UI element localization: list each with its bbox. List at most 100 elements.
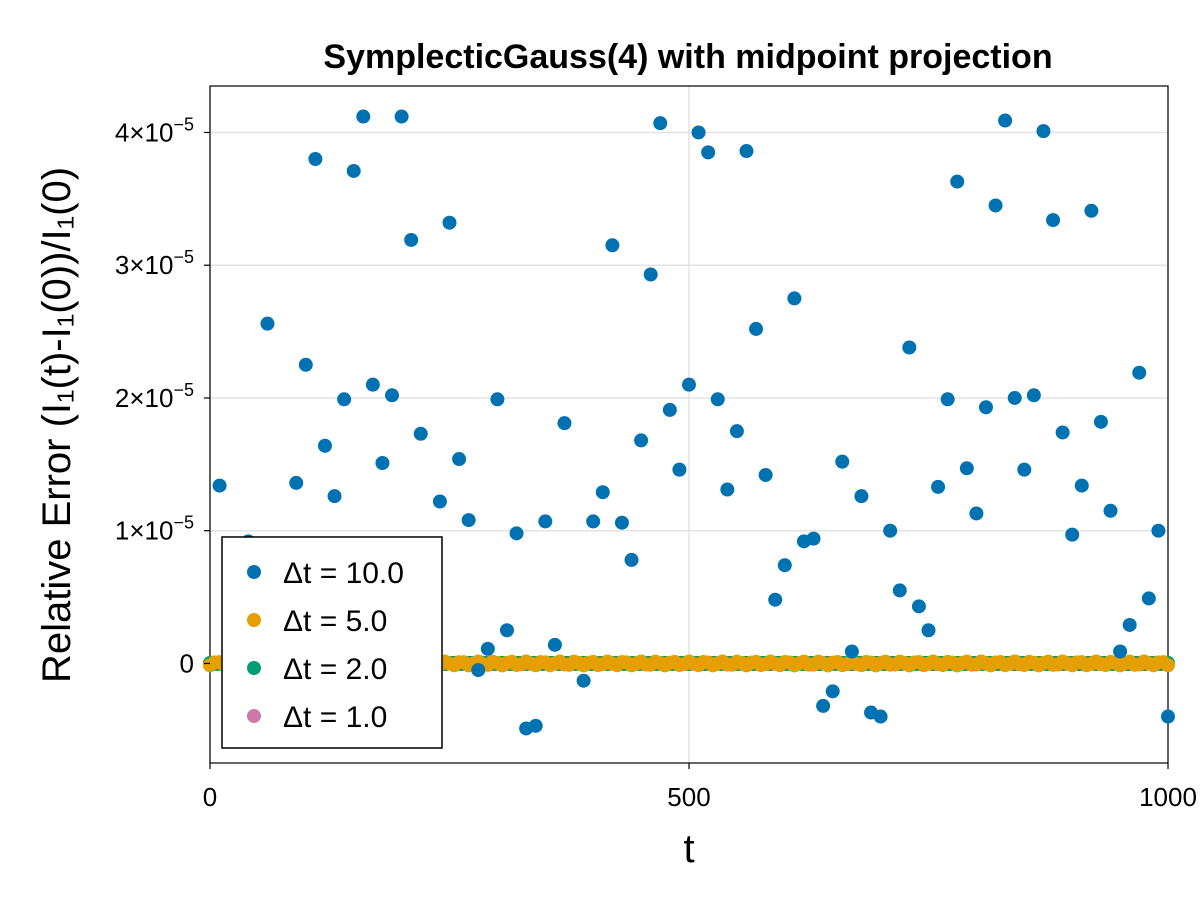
data-point [691,125,706,140]
data-point [787,291,802,306]
data-point [816,698,831,713]
data-point [758,467,773,482]
data-point [950,174,965,189]
data-point [1141,591,1156,606]
data-point [873,709,888,724]
data-point [701,145,716,160]
data-point [1122,617,1137,632]
data-point [509,526,524,541]
y-axis-label: Relative Error (I₁(t)-I₁(0))/I₁(0) [35,167,79,683]
legend: Δt = 10.0 Δt = 5.0 Δt = 2.0 Δt = 1.0 [221,536,443,749]
series-dt-10 [212,109,1175,736]
data-point [538,514,553,529]
data-point [682,377,696,392]
data-point [892,583,907,598]
data-point [634,433,649,448]
data-point [576,673,591,688]
data-point [289,475,304,490]
y-tick-label: 4×10−5 [115,114,194,147]
x-axis-label: t [683,827,694,871]
data-point [461,513,476,528]
data-point [883,523,898,538]
data-point [911,599,926,614]
data-point [337,392,352,407]
data-point [931,479,946,494]
data-point [806,531,821,546]
data-point [653,116,668,131]
data-point [998,113,1013,128]
data-point [365,377,380,392]
y-tick-label: 0 [180,648,194,678]
y-tick-label: 2×10−5 [115,380,194,413]
data-point [921,623,936,638]
data-point [346,163,361,178]
data-point [739,144,754,159]
x-tick-label: 1000 [1139,782,1197,812]
data-point [1036,124,1051,139]
data-point [854,489,869,504]
data-point [375,455,390,470]
data-point [614,515,629,530]
x-tick-label: 500 [667,782,710,812]
data-point [1007,390,1022,405]
data-point [662,402,677,417]
data-point [1103,503,1118,518]
legend-marker [247,613,261,627]
data-point [442,215,457,230]
data-point [710,392,725,407]
data-point [1055,425,1070,440]
x-tick-label: 0 [203,782,217,812]
data-point [835,454,850,469]
data-point [1026,388,1041,403]
data-point [528,718,543,733]
data-point [413,426,428,441]
chart-title: SymplecticGauss(4) with midpoint project… [323,38,1052,76]
data-point [308,152,323,167]
data-point [480,641,495,656]
data-point [940,392,955,407]
data-point [327,489,342,504]
data-point [595,485,610,500]
legend-marker [247,709,261,723]
data-point [729,424,744,439]
data-point [317,438,332,453]
data-point [1132,365,1147,380]
legend-label: Δt = 10.0 [283,557,404,590]
data-point [605,238,620,253]
data-point [471,663,486,678]
data-point [404,232,419,247]
legend-label: Δt = 1.0 [283,701,387,734]
data-point [298,357,313,372]
data-point [720,482,735,497]
data-point [1017,462,1032,477]
legend-marker [247,661,261,675]
data-point [499,623,514,638]
y-tick-label: 1×10−5 [115,513,194,546]
data-point [1084,203,1099,218]
data-point [586,514,601,529]
data-point [452,452,467,467]
data-point [1093,414,1108,429]
data-point [988,198,1003,213]
legend-label: Δt = 2.0 [283,653,387,686]
data-point [902,340,917,355]
data-point [1074,478,1089,493]
data-point [547,637,562,652]
data-point [394,109,409,124]
legend-marker [247,565,261,579]
data-point [777,558,792,573]
data-point [672,462,687,477]
data-point [825,684,840,699]
data-point [557,416,572,431]
data-point [260,316,275,331]
y-axis-ticks: 0 1×10−5 2×10−5 3×10−5 4×10−5 [115,114,210,678]
data-point [490,392,505,407]
y-tick-label: 3×10−5 [115,247,194,280]
data-point [432,494,447,509]
data-point [978,400,993,415]
data-point [749,321,764,336]
data-point [1161,709,1175,724]
data-point [1065,527,1080,542]
data-point [212,478,227,493]
data-point [1161,658,1175,673]
